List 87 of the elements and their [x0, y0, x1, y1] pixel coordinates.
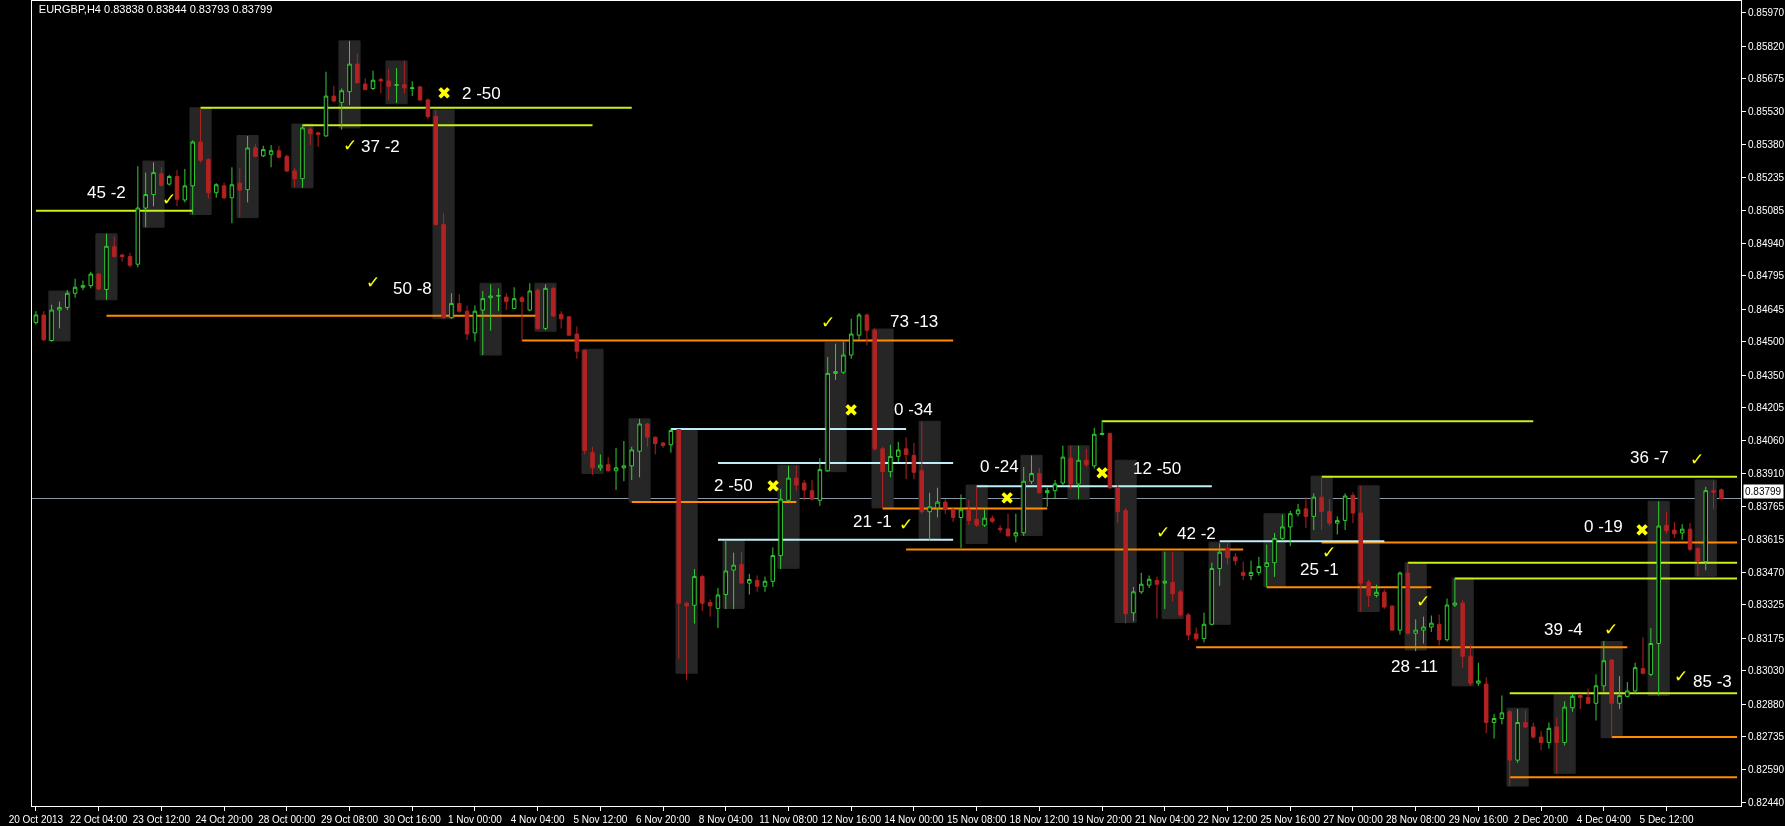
annotation: 2 -50: [714, 476, 753, 495]
annotation: 12 -50: [1133, 459, 1182, 478]
annotation: ✓: [366, 273, 381, 292]
x-tick-label: 19 Nov 20:00: [1072, 814, 1133, 825]
x-tick-label: 22 Nov 12:00: [1197, 814, 1258, 825]
x-tick-label: 23 Oct 12:00: [132, 814, 191, 825]
x-tick-label: 28 Nov 08:00: [1385, 814, 1446, 825]
annotation: 0 -34: [894, 400, 933, 419]
x-tick-label: 24 Oct 20:00: [195, 814, 254, 825]
y-tick-label: 0.84500: [1748, 336, 1785, 348]
annotation: 0 -19: [1584, 517, 1623, 536]
annotation: ✓: [1416, 592, 1431, 611]
annotation: 2 -50: [462, 84, 501, 103]
x-tick-label: 21 Nov 04:00: [1135, 814, 1195, 825]
x-tick-label: 28 Oct 00:00: [258, 814, 316, 825]
x-tick-label: 15 Nov 08:00: [946, 814, 1007, 825]
y-tick-label: 0.82590: [1748, 763, 1785, 775]
x-tick-label: 6 Nov 20:00: [636, 814, 691, 825]
y-tick-label: 0.85235: [1748, 171, 1785, 183]
y-tick-label: 0.82735: [1748, 731, 1785, 743]
annotation: 28 -11: [1391, 657, 1438, 676]
x-tick-label: 22 Oct 04:00: [70, 814, 128, 825]
annotation: ✓: [821, 313, 836, 332]
y-tick-label: 0.82440: [1748, 797, 1785, 809]
y-tick-label: 0.84940: [1748, 237, 1785, 249]
annotation: 25 -1: [1300, 560, 1339, 579]
y-tick-label: 0.84795: [1748, 270, 1785, 282]
x-tick-label: 14 Nov 00:00: [884, 814, 945, 825]
x-tick-label: 4 Dec 04:00: [1576, 814, 1632, 825]
annotation: 85 -3: [1693, 672, 1732, 691]
y-tick-label: 0.83765: [1748, 500, 1785, 512]
ref-line-label: 0.83799: [1745, 486, 1782, 497]
x-tick-label: 29 Nov 16:00: [1448, 814, 1509, 825]
y-tick-label: 0.82880: [1748, 698, 1785, 710]
x-tick-label: 11 Nov 08:00: [759, 814, 819, 825]
annotation: 50 -8: [393, 279, 432, 298]
y-tick-label: 0.85085: [1748, 205, 1785, 217]
annotation: ✓: [1156, 523, 1171, 542]
x-tick-label: 12 Nov 16:00: [821, 814, 882, 825]
annotation: ✖: [766, 477, 781, 496]
annotation: ✓: [1690, 450, 1705, 469]
annotation: 37 -2: [361, 137, 400, 156]
annotation: ✓: [1604, 620, 1619, 639]
x-tick-label: 25 Nov 16:00: [1260, 814, 1321, 825]
y-tick-label: 0.84350: [1748, 369, 1785, 381]
y-tick-label: 0.85530: [1748, 105, 1785, 117]
y-tick-label: 0.84645: [1748, 303, 1785, 315]
annotation: ✓: [899, 515, 914, 534]
y-tick-label: 0.83325: [1748, 599, 1785, 611]
y-tick-label: 0.84060: [1748, 434, 1785, 446]
y-tick-label: 0.85820: [1748, 40, 1785, 52]
annotation: ✓: [1674, 667, 1689, 686]
annotation: ✖: [844, 401, 859, 420]
annotation: 42 -2: [1177, 524, 1216, 543]
annotation: ✓: [343, 136, 358, 155]
x-tick-label: 1 Nov 00:00: [447, 814, 503, 825]
chart-title: EURGBP,H4 0.83838 0.83844 0.83793 0.83799: [38, 2, 273, 15]
annotation: ✖: [1095, 464, 1110, 483]
x-tick-label: 5 Nov 12:00: [573, 814, 628, 825]
annotation: 0 -24: [980, 457, 1019, 476]
y-tick-label: 0.83470: [1748, 566, 1785, 578]
y-tick-label: 0.85675: [1748, 73, 1785, 85]
y-tick-label: 0.83175: [1748, 632, 1785, 644]
annotation: 39 -4: [1544, 620, 1583, 639]
y-tick-label: 0.85380: [1748, 139, 1785, 151]
x-tick-label: 4 Nov 04:00: [510, 814, 566, 825]
annotation: ✖: [437, 84, 452, 103]
annotation: 73 -13: [890, 312, 939, 331]
x-tick-label: 27 Nov 00:00: [1323, 814, 1384, 825]
y-tick-label: 0.85970: [1748, 7, 1785, 19]
annotation: 21 -1: [853, 512, 892, 531]
y-tick-label: 0.83910: [1748, 468, 1785, 480]
annotation: ✓: [1322, 543, 1337, 562]
annotation: 45 -2: [87, 183, 126, 202]
y-tick-label: 0.84205: [1748, 402, 1785, 414]
x-tick-label: 5 Dec 12:00: [1639, 814, 1694, 825]
annotation: 36 -7: [1630, 448, 1669, 467]
x-tick-label: 8 Nov 04:00: [698, 814, 754, 825]
annotation: ✓: [162, 190, 177, 209]
x-tick-label: 18 Nov 12:00: [1009, 814, 1070, 825]
x-tick-label: 29 Oct 08:00: [320, 814, 379, 825]
annotation: ✖: [1635, 521, 1650, 540]
x-tick-label: 2 Dec 20:00: [1514, 814, 1569, 825]
x-tick-label: 20 Oct 2013: [8, 814, 64, 825]
y-tick-label: 0.83030: [1748, 665, 1785, 677]
y-tick-label: 0.83615: [1748, 534, 1785, 546]
x-tick-label: 30 Oct 16:00: [383, 814, 442, 825]
